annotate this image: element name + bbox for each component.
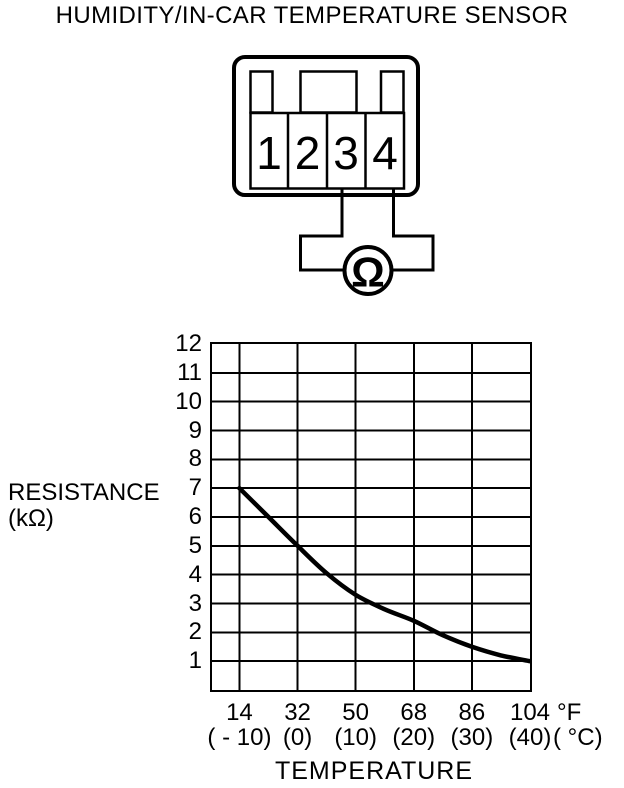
y-tick-label: 2: [188, 618, 202, 646]
x-axis-unit-fahrenheit: °F: [557, 699, 582, 726]
x-axis-unit-celsius: ( °C): [553, 724, 603, 751]
y-tick-label: 3: [188, 589, 202, 617]
x-tick-label-c: ( - 10): [207, 724, 272, 751]
y-tick-label: 10: [175, 387, 202, 415]
y-tick-label: 4: [188, 560, 202, 588]
resistance-curve: [237, 485, 530, 664]
y-tick-label: 8: [188, 445, 202, 473]
x-tick-label-f: 50: [342, 699, 370, 726]
y-axis-title-line1: RESISTANCE: [8, 479, 160, 506]
x-tick-label-f: 68: [400, 699, 428, 726]
pin-4-label: 4: [372, 127, 398, 179]
test-lead-pin4: [390, 189, 435, 272]
x-tick-label-f: 104: [509, 699, 551, 726]
plot-area: [210, 342, 532, 692]
x-tick-label-c: (20): [392, 724, 436, 751]
x-tick-label-f: 32: [284, 699, 311, 726]
ohmmeter-symbol: Ω: [351, 249, 385, 296]
x-tick-label-f: 14: [226, 699, 253, 726]
y-tick-label: 1: [188, 647, 202, 675]
x-tick-label-c: (40): [508, 724, 552, 751]
connector-tab-right: [379, 70, 405, 114]
page-title: HUMIDITY/IN-CAR TEMPERATURE SENSOR: [55, 2, 569, 29]
x-tick-label-c: (0): [282, 724, 313, 751]
y-tick-label: 12: [175, 330, 202, 357]
connector-tab-center: [299, 70, 358, 114]
plot-svg: [212, 344, 530, 690]
pin-2-label: 2: [295, 127, 321, 179]
test-lead-pin3: [299, 189, 346, 272]
y-axis-title-line2: (kΩ): [8, 505, 54, 532]
connector-housing-outline: [232, 55, 420, 197]
y-tick-label: 11: [177, 358, 202, 386]
connector-tab-left: [249, 70, 274, 114]
y-axis-title: RESISTANCE (kΩ): [8, 480, 160, 532]
pin-3-label: 3: [333, 127, 359, 179]
x-tick-label-c: (30): [450, 724, 494, 751]
y-tick-label: 5: [188, 531, 202, 559]
y-tick-label: 9: [188, 416, 202, 444]
sensor-connector-diagram: 1 2 3 4 Ω: [232, 55, 435, 296]
ohmmeter-circle: [342, 245, 394, 296]
x-tick-label-c: (10): [334, 724, 377, 751]
x-axis-title: TEMPERATURE: [274, 757, 474, 785]
x-tick-label-f: 86: [458, 699, 486, 726]
pin-1-label: 1: [256, 127, 282, 179]
